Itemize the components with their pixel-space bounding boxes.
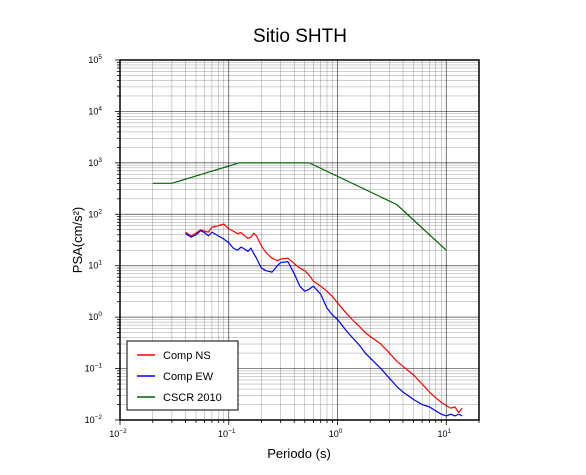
y-tick-label: 10−1 bbox=[85, 363, 103, 374]
x-tick-label: 101 bbox=[437, 428, 451, 439]
x-tick-label: 10−2 bbox=[109, 428, 127, 439]
legend: Comp NS Comp EW CSCR 2010 bbox=[126, 340, 239, 411]
series-line-comp-ew bbox=[185, 230, 463, 417]
tick-marks bbox=[115, 59, 480, 425]
legend-label: CSCR 2010 bbox=[163, 392, 222, 404]
x-tick-label: 100 bbox=[329, 428, 343, 439]
x-tick-label: 10−1 bbox=[218, 428, 236, 439]
y-tick-label: 102 bbox=[88, 208, 102, 219]
series-line-cscr-2010 bbox=[152, 162, 447, 251]
y-tick-label: 101 bbox=[88, 260, 102, 271]
x-axis-label: Periodo (s) bbox=[267, 446, 331, 461]
y-tick-label: 10−2 bbox=[85, 414, 103, 425]
y-tick-label: 100 bbox=[88, 311, 102, 322]
legend-label: Comp EW bbox=[163, 371, 214, 383]
x-tick-labels: 10−2 10−1 100 101 bbox=[109, 428, 451, 439]
y-tick-labels: 10−2 10−1 100 101 102 103 104 105 bbox=[85, 54, 103, 425]
series-line-comp-ns bbox=[185, 223, 463, 414]
series-layer bbox=[152, 162, 463, 417]
y-axis-label: PSA(cm/s²) bbox=[70, 207, 85, 273]
y-tick-label: 105 bbox=[88, 54, 102, 65]
plot-frame bbox=[119, 59, 480, 421]
chart-title: Sitio SHTH bbox=[253, 26, 347, 47]
legend-label: Comp NS bbox=[163, 350, 211, 362]
y-tick-label: 104 bbox=[88, 105, 102, 116]
y-tick-label: 103 bbox=[88, 157, 102, 168]
